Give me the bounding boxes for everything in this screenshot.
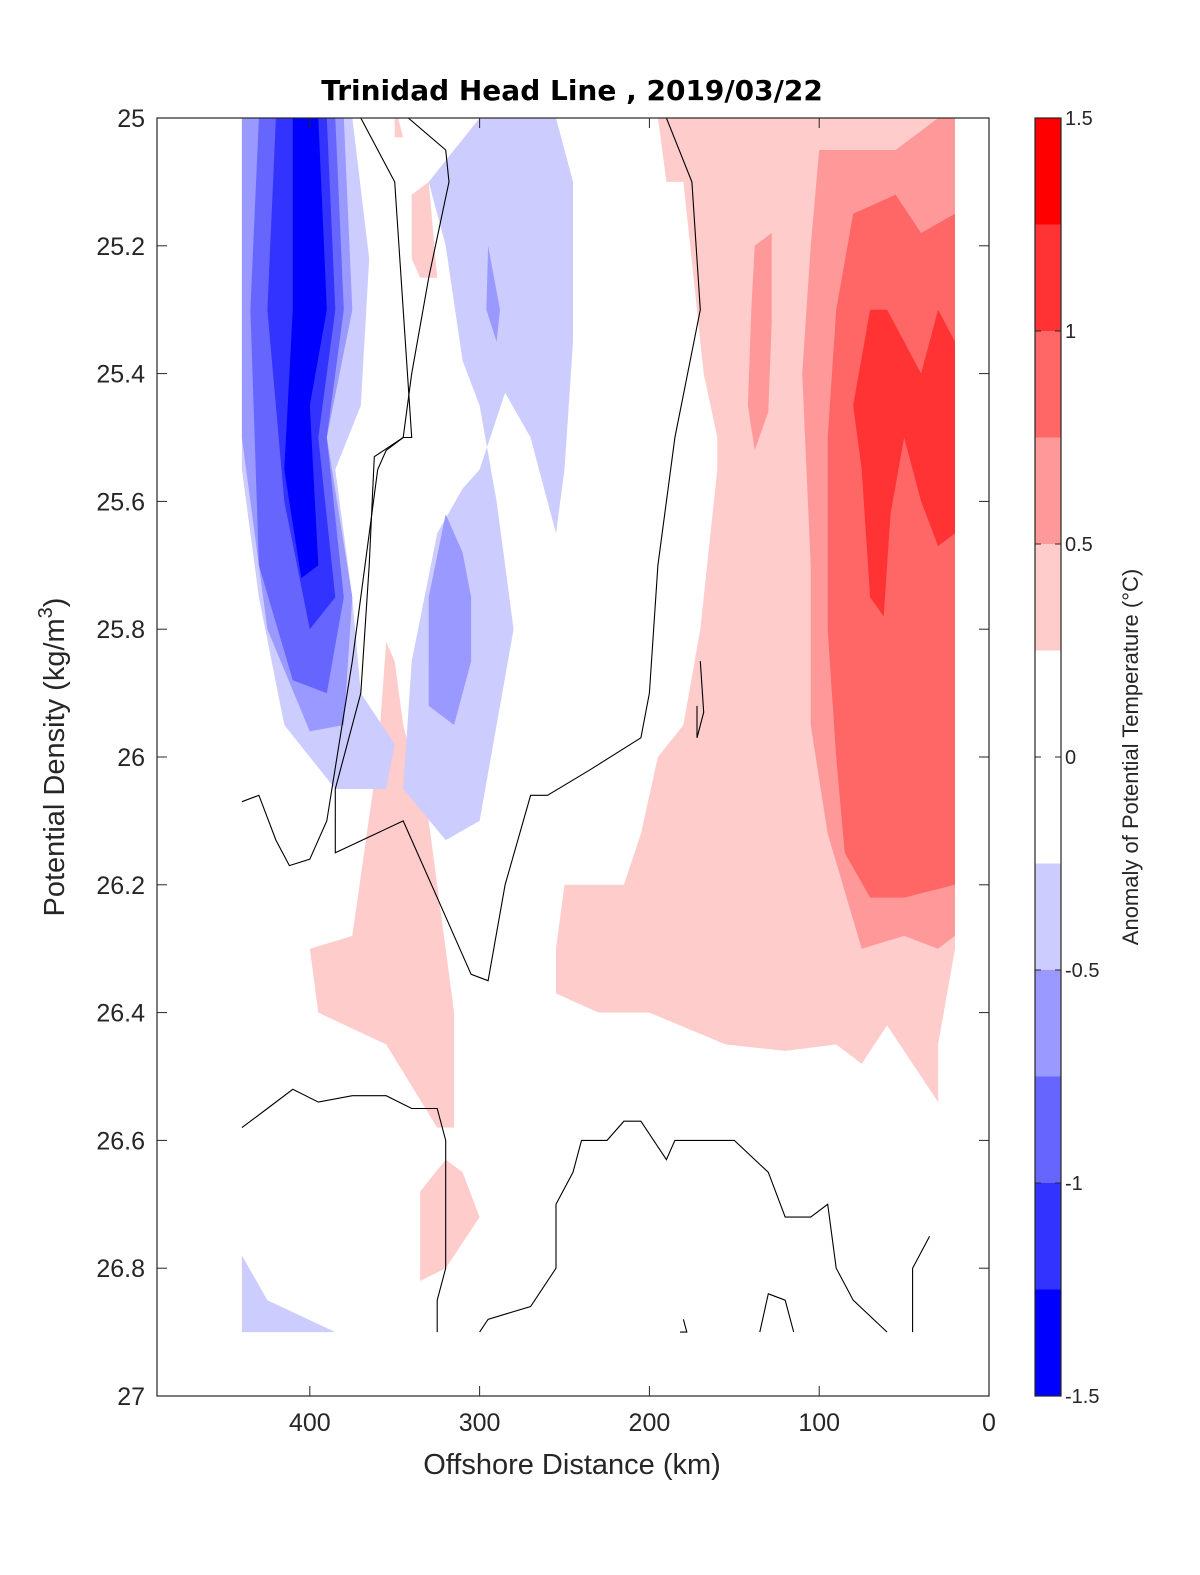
contour-fill-17 [241, 1255, 336, 1333]
colorbar-segment [1035, 863, 1061, 970]
contour-fills [241, 118, 955, 1333]
y-axis-label: Potential Density (kg/m3) [35, 598, 71, 917]
chart-title: Trinidad Head Line , 2019/03/22 [321, 74, 823, 107]
y-axis-label-superscript: 3 [35, 607, 57, 618]
colorbar-tick-label: 0.5 [1065, 534, 1093, 556]
contour-fill-5 [411, 181, 438, 278]
zero-contour-line-4 [696, 661, 705, 738]
contour-fill-4 [747, 233, 772, 451]
x-tick-label: 200 [629, 1409, 671, 1437]
colorbar-tick-label: 1.5 [1065, 108, 1093, 130]
y-tick-label: 26.2 [96, 872, 145, 900]
contour-fill-13 [284, 118, 327, 579]
colorbar-tick-label: 0 [1065, 747, 1076, 769]
x-tick-label: 0 [982, 1409, 996, 1437]
y-tick-label: 25.8 [96, 616, 145, 644]
colorbar-segment [1035, 1076, 1061, 1183]
y-axis-label-close: ) [39, 598, 71, 608]
zero-contour-line-1 [334, 118, 701, 982]
contour-fill-15 [428, 514, 472, 725]
x-tick-label: 100 [798, 1409, 840, 1437]
y-axis: 25 25.2 25.4 25.6 25.8 26 26.2 26.4 26.6 26.8 27 [96, 105, 989, 1411]
zero-contour-line-6 [759, 1293, 795, 1333]
y-tick-label: 25.2 [96, 233, 145, 261]
y-tick-label: 25.6 [96, 488, 145, 516]
zero-contour-lines [241, 118, 931, 1333]
colorbar-segment [1035, 224, 1061, 331]
colorbar-segment [1035, 1289, 1061, 1396]
contour-fill-7 [309, 642, 455, 1128]
zero-contour-line-2 [241, 1088, 447, 1333]
colorbar-tick-label: -1.5 [1065, 1386, 1099, 1408]
colorbar [1035, 118, 1061, 1396]
zero-contour-line-3 [479, 1120, 888, 1333]
x-tick-label: 300 [459, 1409, 501, 1437]
colorbar-ticks: 1.5 1 0.5 0 -0.5 -1 -1.5 [1035, 108, 1099, 1408]
y-tick-label: 26.4 [96, 1000, 145, 1028]
colorbar-segment [1035, 544, 1061, 651]
y-tick-label: 25 [117, 105, 145, 133]
contour-fill-3 [853, 309, 955, 617]
contour-fill-8 [420, 1159, 480, 1281]
y-tick-label: 25.4 [96, 361, 145, 389]
zero-contour-line-0 [241, 118, 413, 867]
y-tick-label: 27 [117, 1383, 145, 1411]
colorbar-tick-label: 1 [1065, 321, 1076, 343]
y-tick-label: 26 [117, 744, 145, 772]
colorbar-tick-label: -1 [1065, 1173, 1083, 1195]
zero-contour-line-5 [680, 1319, 688, 1333]
contour-fill-6 [394, 118, 404, 138]
x-axis: 400 300 200 100 0 [289, 118, 996, 1437]
x-axis-label: Offshore Distance (km) [423, 1449, 721, 1481]
colorbar-tick-label: -0.5 [1065, 960, 1099, 982]
colorbar-segment [1035, 437, 1061, 544]
y-axis-label-main: Potential Density (kg/m [39, 618, 71, 916]
colorbar-segment [1035, 331, 1061, 438]
x-tick-label: 400 [289, 1409, 331, 1437]
colorbar-segment [1035, 118, 1061, 225]
y-tick-label: 26.6 [96, 1127, 145, 1155]
contour-fill-16 [486, 245, 500, 342]
contour-fill-2 [827, 194, 955, 898]
colorbar-segment [1035, 1183, 1061, 1290]
plot-area [241, 118, 955, 1333]
colorbar-segment [1035, 970, 1061, 1077]
zero-contour-line-7 [912, 1236, 931, 1333]
y-tick-label: 26.8 [96, 1255, 145, 1283]
colorbar-label: Anomaly of Potential Temperature (°C) [1118, 569, 1143, 945]
